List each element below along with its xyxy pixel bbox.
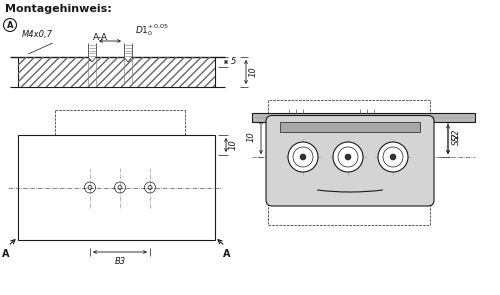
- Text: 10: 10: [229, 140, 238, 150]
- Text: A-A: A-A: [92, 32, 108, 42]
- Text: 5: 5: [231, 58, 236, 66]
- FancyBboxPatch shape: [266, 116, 434, 206]
- Circle shape: [300, 154, 306, 160]
- Text: M4x0,7: M4x0,7: [22, 30, 53, 39]
- Text: A: A: [7, 20, 13, 30]
- Text: 10: 10: [249, 67, 258, 77]
- Bar: [280, 122, 420, 132]
- Text: S/2: S/2: [451, 129, 460, 141]
- Bar: [252, 112, 475, 122]
- Bar: [18, 135, 215, 240]
- Text: A: A: [2, 249, 10, 259]
- Text: Montagehinweis:: Montagehinweis:: [5, 4, 112, 14]
- Circle shape: [333, 142, 363, 172]
- Text: S/2: S/2: [451, 133, 460, 145]
- Bar: [124, 43, 132, 59]
- Text: B3: B3: [114, 257, 126, 266]
- Bar: [268, 100, 430, 225]
- Text: S: S: [469, 114, 478, 119]
- Circle shape: [378, 142, 408, 172]
- Circle shape: [288, 142, 318, 172]
- Circle shape: [345, 154, 351, 160]
- Bar: [18, 57, 215, 87]
- Circle shape: [390, 154, 396, 160]
- Text: A: A: [223, 249, 231, 259]
- Text: 10: 10: [247, 132, 256, 142]
- Text: $D1^{+0{,}05}_{0}$: $D1^{+0{,}05}_{0}$: [135, 22, 168, 38]
- Bar: [88, 43, 96, 59]
